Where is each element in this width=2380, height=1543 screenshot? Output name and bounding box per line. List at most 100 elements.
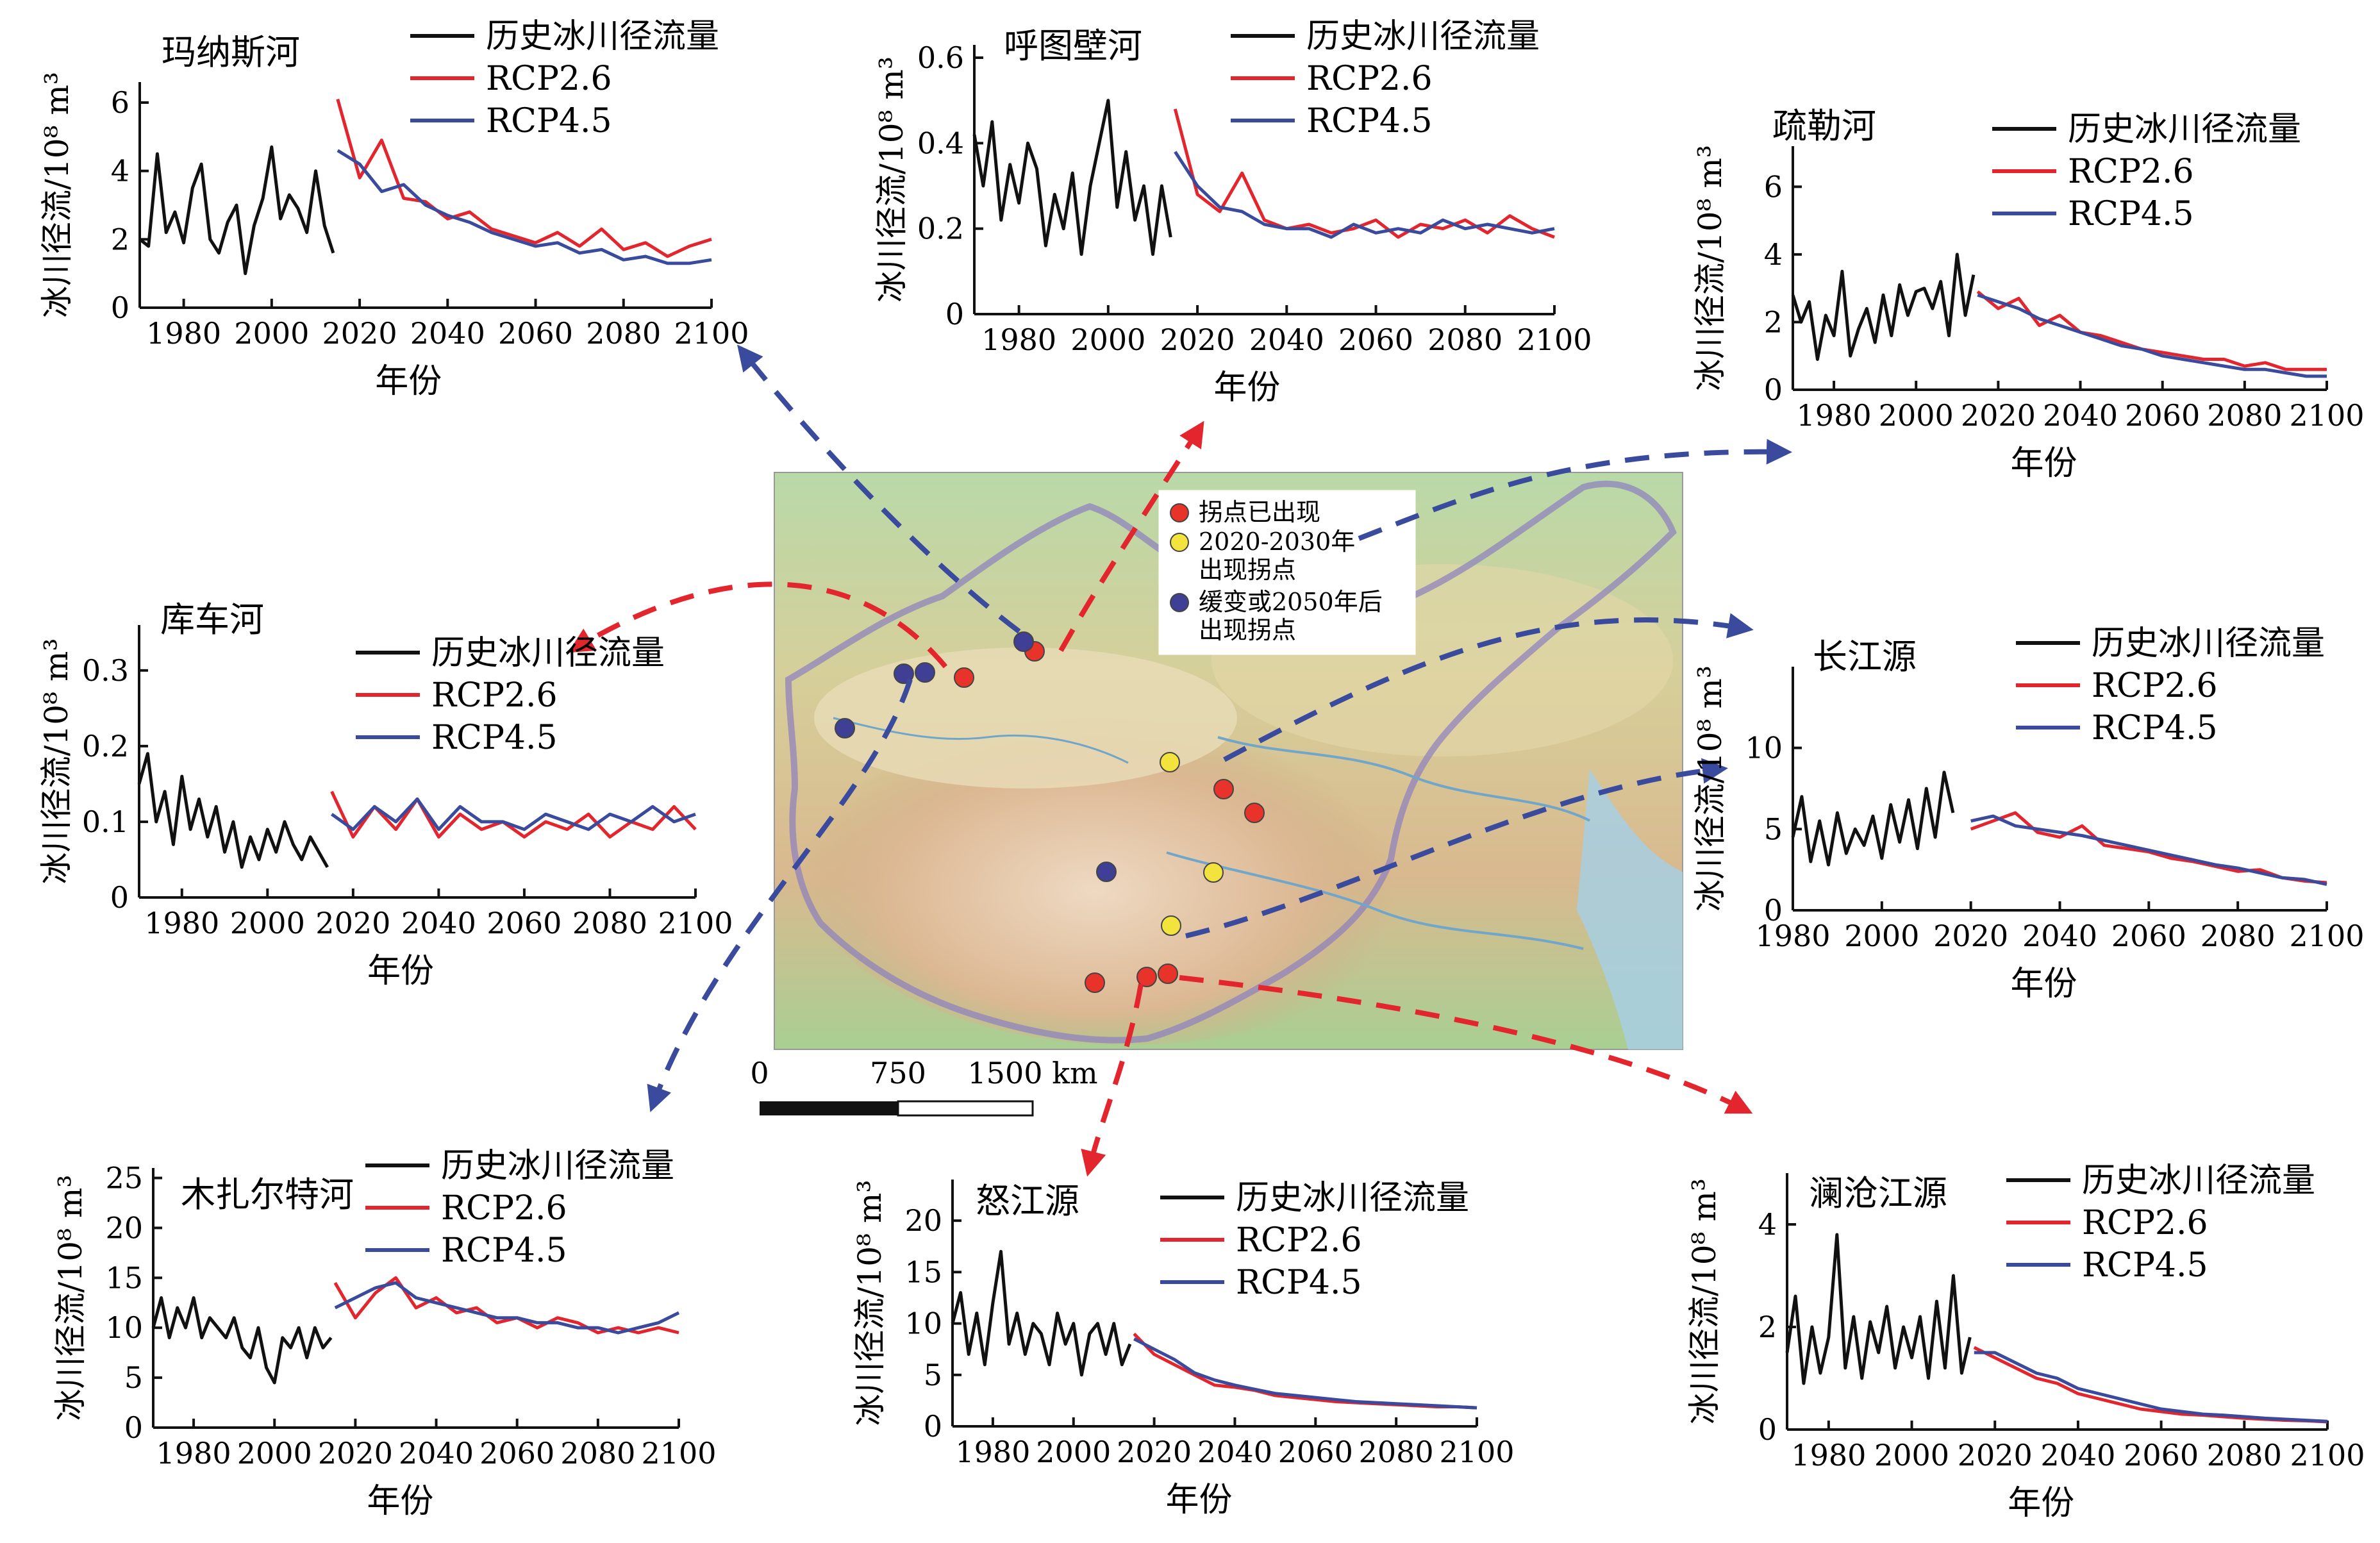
y-tick-label: 4: [1764, 237, 1783, 272]
station-point-blue: [915, 662, 935, 683]
legend-label: 历史冰川径流量: [1236, 1179, 1469, 1217]
x-axis-label: 年份: [2008, 1484, 2074, 1522]
x-axis-label: 年份: [375, 362, 442, 401]
chart-panel: 0 2 4 6 1980 2000 2020 2040 2060 2080 2100 年份 冰川径流/1…: [1692, 106, 2365, 483]
x-tick-label: 2020: [322, 316, 397, 351]
series-line-hist: [137, 752, 329, 869]
x-tick-label: 1980: [981, 322, 1056, 357]
x-tick-label: 1980: [1791, 1438, 1866, 1472]
x-tick-label: 2100: [1517, 322, 1592, 357]
y-axis-label: 冰川径流/10⁸ m³: [1692, 665, 1729, 912]
series-line-rcp45: [1970, 814, 2327, 886]
x-tick-label: 2000: [1874, 1438, 1949, 1472]
x-tick-label: 1980: [1797, 398, 1872, 433]
scale-tick-label: 750: [870, 1056, 926, 1090]
y-tick-label: 0.2: [917, 212, 964, 246]
x-tick-label: 2060: [2124, 1438, 2199, 1472]
y-tick-label: 0: [1758, 1412, 1777, 1447]
y-tick-label: 6: [1764, 169, 1783, 204]
legend-label: RCP2.6: [1236, 1221, 1362, 1260]
series-line-rcp45: [1974, 1351, 2328, 1423]
y-tick-label: 6: [111, 85, 129, 120]
legend-label: RCP4.5: [486, 102, 612, 140]
y-tick-label: 4: [111, 154, 129, 188]
x-tick-label: 2000: [237, 1436, 312, 1471]
y-tick-label: 0.6: [917, 40, 964, 75]
legend-label: 缓变或2050年后: [1199, 588, 1383, 616]
x-tick-label: 2060: [1338, 322, 1413, 357]
legend-label: 历史冰川径流量: [441, 1147, 674, 1185]
legend-label: 历史冰川径流量: [1306, 17, 1540, 56]
series-line-rcp45: [1174, 151, 1555, 239]
x-tick-label: 2060: [2111, 919, 2186, 953]
y-tick-label: 0: [110, 880, 129, 915]
x-axis-label: 年份: [1213, 369, 1280, 407]
connector-arrows: [568, 344, 1792, 1177]
series-line-hist: [151, 1296, 333, 1385]
y-tick-label: 0: [945, 297, 964, 331]
y-tick-label: 15: [105, 1260, 143, 1295]
x-tick-label: 2100: [2289, 919, 2364, 953]
x-tick-label: 2060: [479, 1436, 554, 1471]
series-line-rcp26: [1173, 108, 1555, 239]
chart-title: 澜沧江源: [1809, 1173, 1947, 1214]
x-tick-label: 1980: [156, 1436, 231, 1471]
x-axis-label: 年份: [367, 952, 434, 990]
scale-bar-white: [897, 1100, 1034, 1117]
series-line-rcp26: [333, 1276, 679, 1335]
legend-label: 出现拐点: [1199, 556, 1296, 584]
x-tick-label: 2080: [586, 316, 661, 351]
x-axis-label: 年份: [2011, 965, 2077, 1003]
legend-label: 历史冰川径流量: [2068, 110, 2301, 149]
legend-label: RCP4.5: [2068, 195, 2194, 233]
chart-panel: 0 0.1 0.2 0.3 1980 2000 2020 2040 2060 2080 2100 年份…: [38, 599, 733, 990]
arrow-changjiang-2: [1185, 758, 1728, 938]
series-line-rcp26: [330, 790, 697, 839]
y-tick-label: 0: [124, 1410, 143, 1445]
legend-label: RCP2.6: [2082, 1204, 2208, 1242]
chart-panel: 0 2 4 1980 2000 2020 2040 2060 2080 2100 年份 冰川径流/10…: [1686, 1162, 2365, 1522]
x-tick-label: 2040: [2040, 1438, 2115, 1472]
y-tick-label: 0: [1764, 893, 1783, 928]
x-axis-label: 年份: [1165, 1481, 1232, 1519]
y-tick-label: 10: [1745, 731, 1783, 765]
x-tick-label: 2040: [1197, 1435, 1272, 1469]
x-tick-label: 2040: [410, 316, 485, 351]
legend-label: 历史冰川径流量: [2092, 624, 2325, 663]
chart-panel: 0 5 10 1980 2000 2020 2040 2060 2080 2100 年份 冰川径流/1…: [1692, 624, 2365, 1003]
river-line: [1217, 736, 1590, 822]
legend-label: RCP2.6: [2068, 153, 2194, 191]
y-tick-label: 20: [904, 1203, 942, 1238]
x-tick-label: 1980: [144, 906, 219, 940]
legend-marker: [1170, 533, 1189, 552]
arrow-lancang: [1179, 975, 1753, 1114]
x-tick-label: 2100: [674, 316, 749, 351]
legend-label: 历史冰川径流量: [486, 17, 719, 56]
series-line-rcp26: [336, 99, 712, 258]
arrow-manasi: [737, 344, 1021, 634]
station-point-red: [1244, 803, 1265, 823]
y-tick-label: 0.3: [82, 653, 129, 688]
x-tick-label: 2080: [560, 1436, 635, 1471]
legend-label: RCP2.6: [441, 1189, 567, 1228]
station-point-blue: [835, 718, 855, 738]
series-line-hist: [1791, 253, 1976, 361]
scale-tick-label: 0: [750, 1056, 769, 1090]
x-tick-label: 2020: [1958, 1438, 2033, 1472]
x-tick-label: 2060: [498, 316, 573, 351]
x-tick-label: 2100: [2290, 1438, 2365, 1472]
y-tick-label: 4: [1758, 1207, 1777, 1242]
x-tick-label: 2000: [1036, 1435, 1111, 1469]
legend-label: 出现拐点: [1199, 616, 1296, 644]
series-line-hist: [1791, 771, 1955, 867]
legend-label: RCP4.5: [1236, 1264, 1362, 1302]
x-tick-label: 2060: [2125, 398, 2200, 433]
x-tick-label: 2020: [1933, 919, 2008, 953]
y-tick-label: 0.1: [82, 805, 129, 839]
river-line: [833, 717, 1129, 764]
series-line-hist: [972, 99, 1172, 256]
y-tick-label: 25: [105, 1161, 143, 1196]
